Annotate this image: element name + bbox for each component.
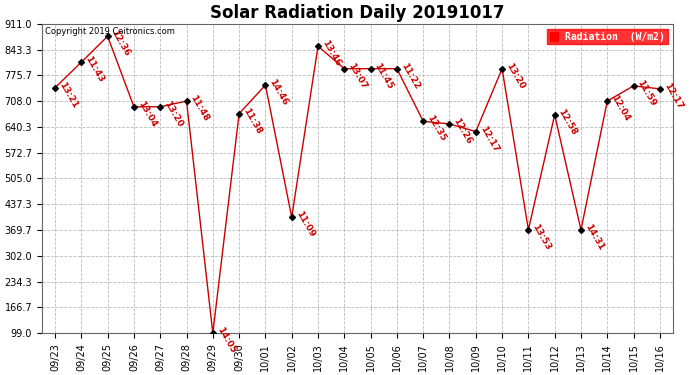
- Text: 11:43: 11:43: [83, 55, 106, 84]
- Text: 11:59: 11:59: [635, 78, 658, 108]
- Text: 12:36: 12:36: [110, 29, 132, 58]
- Text: 14:46: 14:46: [268, 78, 290, 107]
- Text: 11:48: 11:48: [188, 93, 211, 123]
- Text: 13:20: 13:20: [504, 61, 526, 90]
- Text: 13:04: 13:04: [136, 99, 158, 129]
- Text: 11:45: 11:45: [373, 61, 395, 90]
- Text: 13:46: 13:46: [320, 39, 342, 68]
- Title: Solar Radiation Daily 20191017: Solar Radiation Daily 20191017: [210, 4, 504, 22]
- Text: Copyright 2019 Caitronics.com: Copyright 2019 Caitronics.com: [45, 27, 175, 36]
- Text: 11:22: 11:22: [399, 61, 421, 90]
- Text: 13:20: 13:20: [162, 99, 184, 128]
- Text: 12:04: 12:04: [609, 93, 631, 123]
- Text: 12:35: 12:35: [425, 114, 447, 143]
- Text: 12:17: 12:17: [478, 124, 500, 153]
- Text: 11:09: 11:09: [294, 210, 316, 239]
- Text: 13:53: 13:53: [531, 222, 553, 252]
- Text: 12:58: 12:58: [557, 107, 579, 136]
- Text: 12:17: 12:17: [662, 81, 684, 111]
- Legend: Radiation  (W/m2): Radiation (W/m2): [547, 28, 668, 45]
- Text: 13:07: 13:07: [346, 61, 368, 90]
- Text: 11:38: 11:38: [241, 106, 264, 135]
- Text: 14:05: 14:05: [215, 326, 237, 355]
- Text: 13:21: 13:21: [57, 80, 79, 110]
- Text: 12:26: 12:26: [451, 116, 474, 146]
- Text: 14:31: 14:31: [583, 222, 605, 252]
